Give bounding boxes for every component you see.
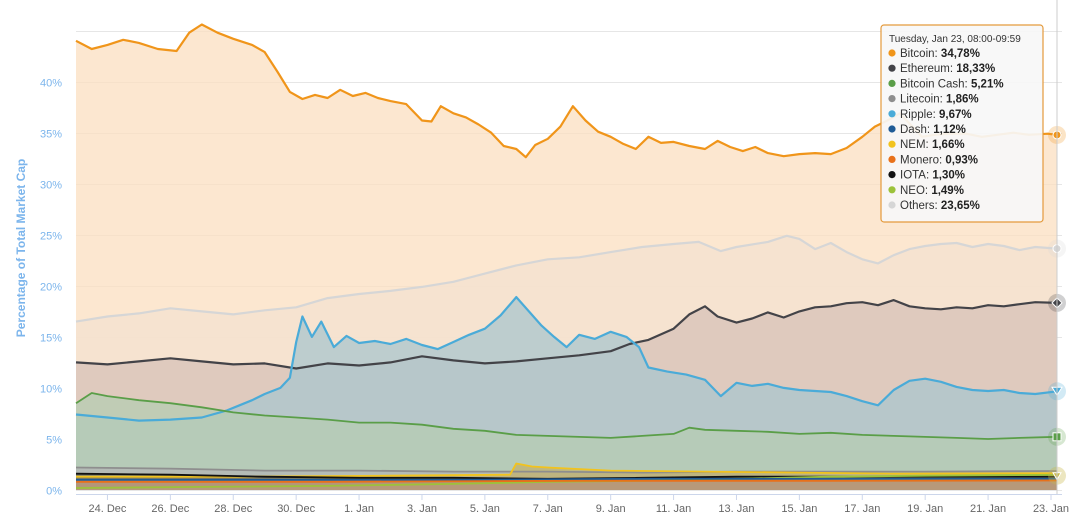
- x-tick-label: 23. Jan: [1033, 503, 1069, 515]
- tooltip-dot-dash: [888, 125, 896, 133]
- tooltip-dot-nem: [888, 140, 896, 148]
- line-nem: [76, 462, 1058, 478]
- tooltip-name-bitcoin-cash: Bitcoin Cash: 5,21%: [900, 78, 1004, 90]
- tooltip-value-ripple: 9,67%: [939, 109, 972, 121]
- y-tick-label: 40%: [40, 78, 62, 90]
- tooltip-box: [880, 24, 1044, 223]
- x-tick-label: 26. Dec: [151, 503, 189, 515]
- tooltip-item-monero: Monero: 0,93%: [888, 154, 978, 166]
- x-tick-label: 13. Jan: [718, 503, 754, 515]
- tooltip-item-ethereum: Ethereum: 18,33%: [888, 63, 995, 75]
- x-tick-label: 19. Jan: [907, 503, 943, 515]
- line-litecoin: [75, 466, 1058, 474]
- x-tick-label: 5. Jan: [470, 503, 500, 515]
- tooltip-value-neo: 1,49%: [931, 185, 964, 197]
- x-tick-label: 3. Jan: [407, 503, 437, 515]
- tooltip-dot-bitcoin-cash: [888, 79, 896, 87]
- tooltip-dot-ethereum: [888, 64, 896, 72]
- tooltip-item-neo: NEO: 1,49%: [888, 185, 964, 197]
- x-tick-label: 21. Jan: [970, 503, 1006, 515]
- tooltip-item-litecoin: Litecoin: 1,86%: [888, 94, 979, 106]
- y-tick-label: 30%: [40, 180, 62, 192]
- x-tick-label: 1. Jan: [344, 503, 374, 515]
- tooltip-name-ethereum: Ethereum: 18,33%: [900, 63, 995, 75]
- x-tick-label: 30. Dec: [277, 503, 315, 515]
- x-tick-label: 9. Jan: [596, 503, 626, 515]
- tooltip-value-nem: 1,66%: [932, 139, 965, 151]
- tooltip-name-bitcoin: Bitcoin: 34,78%: [900, 48, 980, 60]
- tooltip-value-bitcoin: 34,78%: [941, 48, 980, 60]
- tooltip-dot-ripple: [888, 110, 896, 118]
- tooltip-value-dash: 1,12%: [933, 124, 966, 136]
- tooltip-value-bitcoin-cash: 5,21%: [971, 78, 1004, 90]
- tooltip-dot-monero: [888, 155, 896, 163]
- y-tick-label: 25%: [40, 231, 62, 243]
- tooltip-dot-others: [888, 201, 896, 209]
- tooltip-dot-iota: [888, 171, 896, 179]
- y-tick-label: 10%: [40, 384, 62, 396]
- tooltip-value-others: 23,65%: [941, 200, 980, 212]
- x-tick-label: 17. Jan: [844, 503, 880, 515]
- tooltip: Tuesday, Jan 23, 08:00-09:59 Bitcoin: 34…: [880, 24, 1044, 223]
- tooltip-dot-neo: [888, 186, 896, 194]
- x-tick-label: 24. Dec: [88, 503, 126, 515]
- tooltip-name-nem: NEM: 1,66%: [900, 139, 965, 151]
- tooltip-value-iota: 1,30%: [932, 170, 965, 182]
- tooltip-name-litecoin: Litecoin: 1,86%: [900, 94, 979, 106]
- tooltip-item-nem: NEM: 1,66%: [888, 139, 965, 151]
- tooltip-value-monero: 0,93%: [945, 154, 978, 166]
- tooltip-item-bitcoin: Bitcoin: 34,78%: [888, 48, 980, 60]
- tooltip-name-neo: NEO: 1,49%: [900, 185, 964, 197]
- line-bitcoin-cash: [75, 392, 1058, 440]
- line-monero: [76, 479, 1058, 483]
- y-tick-label: 15%: [40, 333, 62, 345]
- x-tick-label: 11. Jan: [656, 503, 691, 515]
- tooltip-item-others: Others: 23,65%: [888, 200, 980, 212]
- tooltip-dot-bitcoin: [888, 49, 896, 57]
- x-axis-ticks: 24. Dec 26. Dec 28. Dec 30. Dec 1. Jan 3. Jan…: [88, 494, 1069, 515]
- tooltip-item-ripple: Ripple: 9,67%: [888, 109, 972, 121]
- y-tick-label: 20%: [40, 282, 62, 294]
- tooltip-item-bitcoin-cash: Bitcoin Cash: 5,21%: [888, 78, 1004, 90]
- line-dash: [76, 477, 1058, 481]
- line-ethereum: [75, 299, 1058, 370]
- tooltip-dot-litecoin: [888, 95, 896, 103]
- tooltip-value-ethereum: 18,33%: [956, 63, 995, 75]
- x-tick-label: 7. Jan: [533, 503, 563, 515]
- x-tick-label: 15. Jan: [781, 503, 817, 515]
- line-others: [75, 234, 1058, 323]
- tooltip-items: Bitcoin: 34,78% Ethereum: 18,33% Bitcoin C…: [888, 48, 1004, 212]
- area-bitcoin-cash: [76, 393, 1058, 490]
- y-axis-label: Percentage of Total Market Cap: [14, 159, 28, 338]
- x-tick-label: 28. Dec: [214, 503, 252, 515]
- tooltip-name-monero: Monero: 0,93%: [900, 154, 978, 166]
- tooltip-header: Tuesday, Jan 23, 08:00-09:59: [889, 34, 1021, 45]
- tooltip-item-dash: Dash: 1,12%: [888, 124, 966, 136]
- y-axis-ticks: 0% 5% 10% 15% 20% 25% 30% 35% 40%: [40, 78, 62, 498]
- tooltip-name-ripple: Ripple: 9,67%: [900, 109, 972, 121]
- area-monero: [76, 480, 1058, 490]
- y-tick-label: 5%: [46, 435, 62, 447]
- tooltip-name-iota: IOTA: 1,30%: [900, 170, 965, 182]
- tooltip-name-others: Others: 23,65%: [900, 200, 980, 212]
- tooltip-name-dash: Dash: 1,12%: [900, 124, 966, 136]
- tooltip-value-litecoin: 1,86%: [946, 94, 979, 106]
- line-ripple: [75, 296, 1058, 422]
- tooltip-item-iota: IOTA: 1,30%: [888, 170, 965, 182]
- y-tick-label: 35%: [40, 129, 62, 141]
- y-tick-label: 0%: [46, 486, 62, 498]
